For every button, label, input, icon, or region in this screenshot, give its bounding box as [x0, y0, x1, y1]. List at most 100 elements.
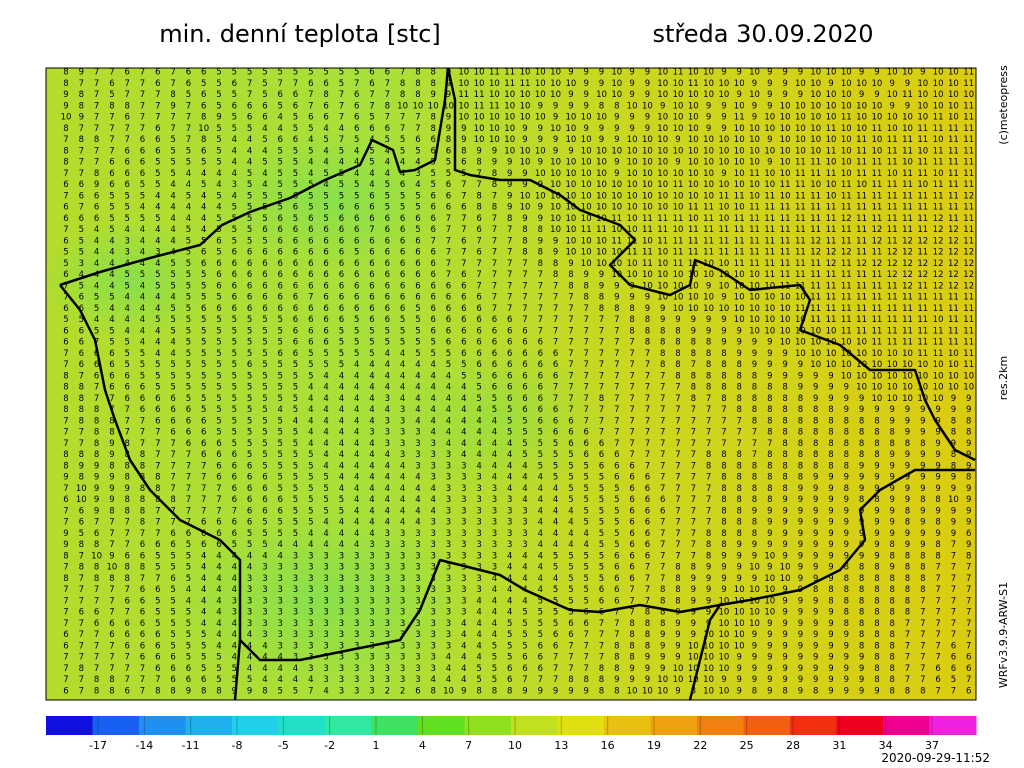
grid-value: 10	[826, 360, 837, 370]
grid-value: 11	[749, 248, 760, 258]
grid-value: 11	[841, 225, 852, 235]
grid-value: 8	[920, 563, 925, 573]
grid-value: 9	[767, 135, 772, 145]
grid-value: 7	[94, 641, 99, 651]
grid-value: 9	[920, 529, 925, 539]
grid-value: 10	[550, 169, 561, 179]
grid-value: 4	[323, 686, 328, 696]
grid-value: 6	[415, 293, 420, 303]
grid-value: 4	[476, 619, 481, 629]
grid-value: 8	[79, 540, 84, 550]
grid-value: 9	[905, 529, 910, 539]
grid-value: 6	[446, 293, 451, 303]
grid-value: 5	[247, 236, 252, 246]
grid-value: 8	[782, 428, 787, 438]
grid-value: 6	[553, 371, 558, 381]
grid-value: 11	[764, 259, 775, 269]
grid-value: 9	[614, 293, 619, 303]
grid-value: 4	[323, 439, 328, 449]
grid-value: 5	[430, 338, 435, 348]
grid-value: 4	[354, 473, 359, 483]
grid-value: 9	[752, 653, 757, 663]
grid-value: 4	[170, 349, 175, 359]
grid-value: 4	[385, 383, 390, 393]
grid-value: 7	[109, 113, 114, 123]
grid-value: 5	[262, 326, 267, 336]
grid-value: 4	[568, 529, 573, 539]
grid-value: 5	[400, 191, 405, 201]
grid-value: 6	[109, 158, 114, 168]
grid-value: 5	[140, 349, 145, 359]
grid-value: 11	[871, 191, 882, 201]
grid-value: 5	[186, 371, 191, 381]
grid-value: 10	[749, 180, 760, 190]
grid-value: 7	[94, 158, 99, 168]
grid-value: 4	[415, 495, 420, 505]
grid-value: 5	[415, 203, 420, 213]
grid-value: 8	[415, 68, 420, 78]
grid-value: 6	[109, 619, 114, 629]
grid-value: 9	[553, 146, 558, 156]
grid-value: 7	[691, 495, 696, 505]
grid-value: 10	[673, 203, 684, 213]
grid-value: 4	[140, 225, 145, 235]
grid-value: 5	[216, 315, 221, 325]
grid-value: 4	[323, 461, 328, 471]
grid-value: 6	[461, 158, 466, 168]
grid-value: 8	[79, 383, 84, 393]
colorbar: -17 -14 -11 -8 -5 -2 1 4 7 10 13 16 19 22 25 28 31 34 37	[46, 716, 977, 752]
grid-value: 10	[795, 113, 806, 123]
grid-value: 10	[565, 191, 576, 201]
colorbar-label: 13	[554, 739, 568, 752]
grid-value: 9	[645, 293, 650, 303]
grid-value: 11	[856, 304, 867, 314]
grid-value: 7	[354, 79, 359, 89]
grid-value: 11	[963, 203, 974, 213]
grid-value: 5	[186, 574, 191, 584]
grid-value: 6	[553, 360, 558, 370]
grid-value: 9	[813, 551, 818, 561]
grid-value: 3	[476, 495, 481, 505]
grid-value: 8	[889, 630, 894, 640]
grid-value: 9	[736, 563, 741, 573]
grid-value: 9	[553, 113, 558, 123]
grid-value: 10	[703, 158, 714, 168]
grid-value: 4	[170, 214, 175, 224]
grid-value: 3	[476, 529, 481, 539]
grid-value: 4	[140, 304, 145, 314]
grid-value: 7	[216, 495, 221, 505]
grid-value: 3	[232, 180, 237, 190]
grid-value: 6	[293, 203, 298, 213]
grid-value: 10	[673, 225, 684, 235]
grid-value: 3	[446, 506, 451, 516]
grid-value: 10	[565, 79, 576, 89]
grid-value: 11	[810, 158, 821, 168]
grid-value: 10	[734, 124, 745, 134]
grid-value: 7	[905, 664, 910, 674]
grid-value: 6	[323, 225, 328, 235]
colorbar-label: -11	[182, 739, 200, 752]
grid-value: 9	[94, 506, 99, 516]
grid-value: 3	[339, 596, 344, 606]
grid-value: 10	[91, 551, 102, 561]
grid-value: 10	[474, 124, 485, 134]
grid-value: 5	[277, 428, 282, 438]
grid-value: 6	[155, 641, 160, 651]
grid-value: 5	[277, 461, 282, 471]
grid-value: 6	[583, 608, 588, 618]
colorbar-label: 22	[693, 739, 707, 752]
grid-value: 8	[782, 416, 787, 426]
grid-value: 11	[933, 326, 944, 336]
grid-value: 5	[262, 461, 267, 471]
grid-value: 3	[415, 585, 420, 595]
grid-value: 9	[935, 428, 940, 438]
grid-value: 6	[247, 506, 252, 516]
grid-value: 8	[798, 473, 803, 483]
grid-value: 7	[660, 551, 665, 561]
grid-value: 9	[782, 585, 787, 595]
grid-value: 3	[293, 619, 298, 629]
grid-value: 6	[277, 293, 282, 303]
grid-value: 6	[339, 315, 344, 325]
grid-value: 8	[614, 101, 619, 111]
grid-value: 10	[688, 180, 699, 190]
